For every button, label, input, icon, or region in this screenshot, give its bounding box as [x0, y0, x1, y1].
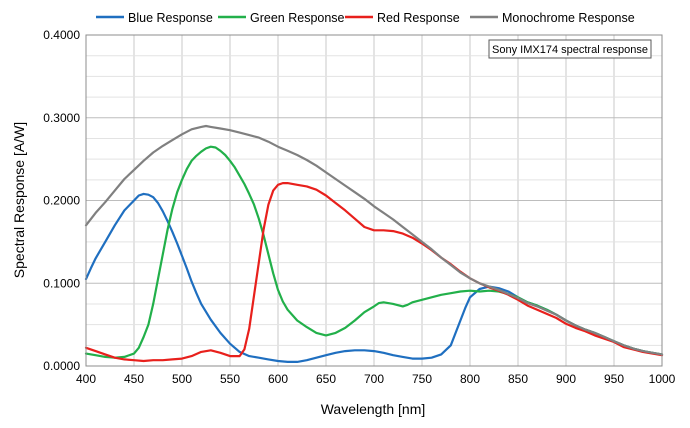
series-layer — [84, 124, 664, 363]
y-tick-label: 0.3000 — [43, 111, 80, 125]
y-axis-label: Spectral Response [A/W] — [11, 122, 27, 278]
x-tick-label: 400 — [76, 372, 96, 386]
x-axis-label: Wavelength [nm] — [321, 401, 426, 417]
x-tick-label: 650 — [316, 372, 336, 386]
x-tick-label: 700 — [364, 372, 384, 386]
y-tick-label: 0.4000 — [43, 28, 80, 42]
legend-label-red-response: Red Response — [377, 11, 460, 25]
x-tick-label: 950 — [604, 372, 624, 386]
legend: Blue Response Green Response Red Response M… — [96, 11, 635, 25]
x-tick-label: 1000 — [649, 372, 676, 386]
x-tick-label: 550 — [220, 372, 240, 386]
x-tick-label: 800 — [460, 372, 480, 386]
grid — [85, 34, 663, 367]
x-tick-label: 600 — [268, 372, 288, 386]
annotation-text: Sony IMX174 spectral response — [492, 44, 648, 56]
x-tick-label: 450 — [124, 372, 144, 386]
x-tick-label: 500 — [172, 372, 192, 386]
y-tick-label: 0.0000 — [43, 359, 80, 373]
x-tick-label: 900 — [556, 372, 576, 386]
annotation-box: Sony IMX174 spectral response — [488, 39, 652, 59]
legend-label-monochrome-response: Monochrome Response — [502, 11, 635, 25]
x-tick-label: 750 — [412, 372, 432, 386]
series-line-red-response — [84, 182, 664, 363]
series-line-monochrome-response — [84, 124, 664, 356]
legend-label-blue-response: Blue Response — [128, 11, 213, 25]
legend-label-green-response: Green Response — [250, 11, 345, 25]
x-tick-label: 850 — [508, 372, 528, 386]
y-tick-label: 0.1000 — [43, 276, 80, 290]
x-tick-labels: 400 450 500 550 600 650 700 750 800 850 900 950 1000 — [76, 372, 676, 386]
y-tick-labels: 0.0000 0.1000 0.2000 0.3000 0.4000 — [43, 28, 80, 373]
plot-frame — [85, 34, 663, 367]
y-tick-label: 0.2000 — [43, 194, 80, 208]
